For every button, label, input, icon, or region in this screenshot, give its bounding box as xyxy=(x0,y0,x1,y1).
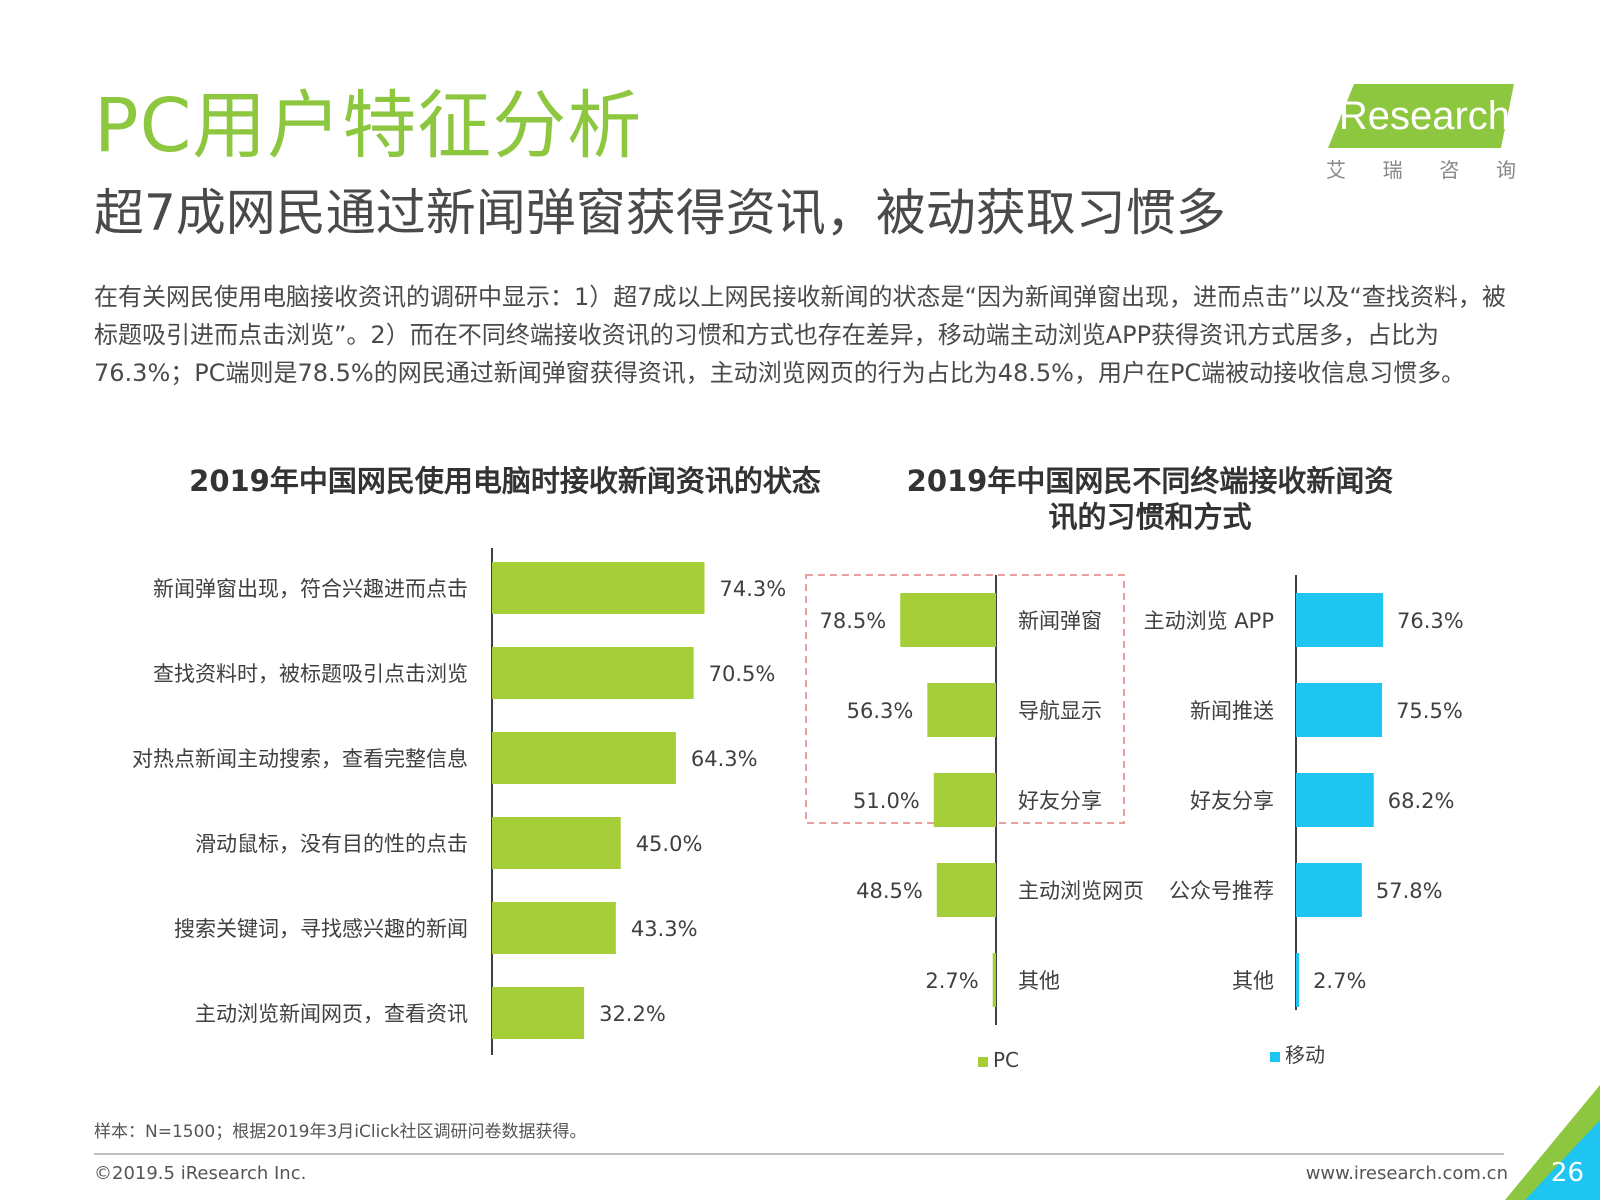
bar-mobile xyxy=(1296,683,1383,737)
category-label-mobile: 公众号推荐 xyxy=(1169,879,1274,903)
data-label-mobile: 75.5% xyxy=(1396,699,1463,723)
bar xyxy=(492,902,616,954)
data-label-pc: 51.0% xyxy=(853,789,920,813)
category-label: 滑动鼠标，没有目的性的点击 xyxy=(195,832,468,856)
category-label: 主动浏览新闻网页，查看资讯 xyxy=(195,1002,468,1026)
category-label-pc: 好友分享 xyxy=(1018,789,1102,813)
logo-chinese-name: 艾 瑞 咨 询 xyxy=(1326,154,1516,183)
bar xyxy=(492,732,676,784)
bar-pc xyxy=(900,593,996,647)
category-label: 对热点新闻主动搜索，查看完整信息 xyxy=(132,747,468,771)
bar-mobile xyxy=(1296,593,1383,647)
category-label: 新闻弹窗出现，符合兴趣进而点击 xyxy=(153,577,468,601)
category-label-pc: 主动浏览网页 xyxy=(1018,879,1144,903)
page-number: 26 xyxy=(1550,1158,1584,1188)
bar xyxy=(492,647,694,699)
logo-char: 瑞 xyxy=(1382,158,1403,182)
copyright: ©2019.5 iResearch Inc. xyxy=(94,1163,307,1184)
category-label-pc: 导航显示 xyxy=(1018,699,1102,723)
summary-paragraph: 在有关网民使用电脑接收资讯的调研中显示：1）超7成以上网民接收新闻的状态是“因为… xyxy=(94,283,1506,387)
bar xyxy=(492,562,705,614)
bar xyxy=(492,987,585,1039)
data-label: 74.3% xyxy=(719,577,786,601)
category-label-pc: 新闻弹窗 xyxy=(1018,609,1102,633)
data-label-pc: 48.5% xyxy=(856,879,923,903)
category-label-mobile: 主动浏览 APP xyxy=(1144,609,1274,633)
legend-swatch-mobile xyxy=(1270,1052,1280,1062)
data-label-mobile: 76.3% xyxy=(1397,609,1464,633)
category-label: 查找资料时，被标题吸引点击浏览 xyxy=(153,662,468,686)
legend-label-pc: PC xyxy=(993,1048,1019,1072)
logo-char: 询 xyxy=(1495,158,1516,182)
bar-pc xyxy=(992,953,996,1007)
corner-decoration xyxy=(1505,1085,1600,1200)
left-chart-title: 2019年中国网民使用电脑时接收新闻资讯的状态 xyxy=(189,464,821,498)
logo-brand-text: iResearch xyxy=(1329,94,1511,138)
footer-divider xyxy=(94,1153,1504,1155)
category-label-mobile: 新闻推送 xyxy=(1190,699,1274,723)
footnote: 样本：N=1500；根据2019年3月iClick社区调研问卷数据获得。 xyxy=(94,1122,587,1142)
iresearch-logo: iResearch 艾 瑞 咨 询 xyxy=(1320,84,1520,184)
data-label-pc: 56.3% xyxy=(847,699,914,723)
bar-mobile xyxy=(1296,953,1300,1007)
left-bar-chart: 新闻弹窗出现，符合兴趣进而点击 74.3% 查找资料时，被标题吸引点击浏览 70.5%… xyxy=(132,548,786,1055)
data-label-mobile: 2.7% xyxy=(1313,969,1366,993)
category-label-mobile: 好友分享 xyxy=(1190,789,1274,813)
data-label: 70.5% xyxy=(709,662,776,686)
right-butterfly-chart: 78.5% 新闻弹窗 76.3% 主动浏览 APP 56.3% 导航显示 75.5% 新闻推送… xyxy=(805,574,1464,1072)
bar xyxy=(492,817,621,869)
data-label-pc: 78.5% xyxy=(820,609,887,633)
logo-char: 咨 xyxy=(1439,158,1460,182)
data-label: 32.2% xyxy=(599,1002,666,1026)
bar-pc xyxy=(933,773,996,827)
category-label-pc: 其他 xyxy=(1018,969,1060,993)
data-label: 45.0% xyxy=(636,832,703,856)
page-title: PC用户特征分析 xyxy=(94,83,643,169)
data-label-mobile: 57.8% xyxy=(1376,879,1443,903)
right-chart-title: 2019年中国网民不同终端接收新闻资讯的习惯和方式 xyxy=(906,464,1394,534)
website-link[interactable]: www.iresearch.com.cn xyxy=(1305,1163,1508,1184)
legend-swatch-pc xyxy=(978,1057,988,1067)
category-label-mobile: 其他 xyxy=(1232,969,1274,993)
bar-mobile xyxy=(1296,773,1374,827)
bar-pc xyxy=(927,683,996,737)
category-label: 搜索关键词，寻找感兴趣的新闻 xyxy=(174,917,468,941)
legend-label-mobile: 移动 xyxy=(1285,1043,1325,1067)
bar-mobile xyxy=(1296,863,1362,917)
data-label-pc: 2.7% xyxy=(925,969,978,993)
data-label: 64.3% xyxy=(691,747,758,771)
data-label: 43.3% xyxy=(631,917,698,941)
logo-badge xyxy=(1328,84,1514,148)
bar-pc xyxy=(936,863,996,917)
page-subtitle: 超7成网民通过新闻弹窗获得资讯，被动获取习惯多 xyxy=(94,184,1226,242)
logo-char: 艾 xyxy=(1326,158,1346,182)
data-label-mobile: 68.2% xyxy=(1388,789,1455,813)
